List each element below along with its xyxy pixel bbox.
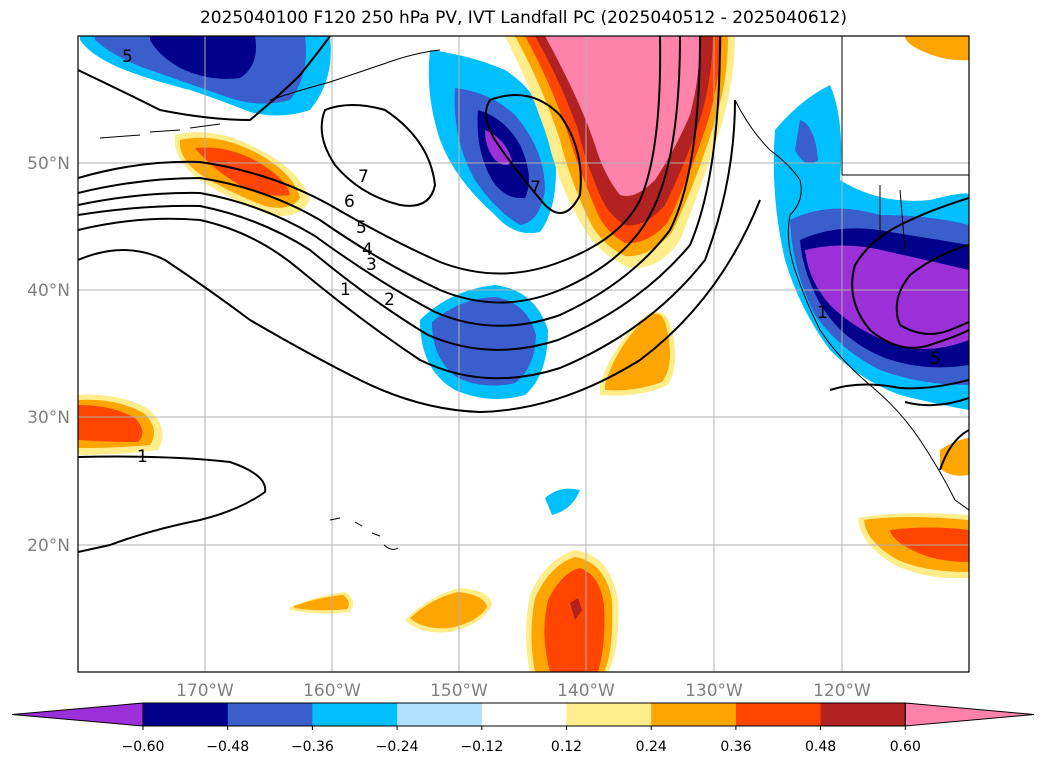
colorbar-tick-label: −0.48	[206, 739, 249, 755]
colorbar-segment	[820, 703, 906, 726]
colorbar-tick-label: −0.60	[122, 739, 165, 755]
colorbar-tick-label: 0.48	[805, 739, 836, 755]
colorbar-tick-label: 0.36	[720, 739, 751, 755]
colorbar-segment	[397, 703, 483, 726]
colorbar-segment	[566, 703, 652, 726]
colorbar-segment	[227, 703, 313, 726]
colorbar-tick-label: −0.12	[460, 739, 503, 755]
pv-contours	[78, 36, 969, 553]
colorbar-extend-low	[11, 702, 144, 727]
longitude-labels: 170°W 160°W 150°W 140°W 130°W 120°W	[176, 681, 871, 701]
lon-label: 130°W	[685, 681, 743, 701]
lat-label: 40°N	[27, 281, 70, 301]
colorbar-tick-label: 0.60	[890, 739, 921, 755]
contour-label: 1	[817, 303, 828, 323]
latitude-labels: 50°N 40°N 30°N 20°N	[27, 154, 70, 556]
lon-label: 170°W	[176, 681, 234, 701]
colorbar-segment	[143, 703, 229, 726]
contour-label: 3	[366, 255, 377, 275]
colorbar-extend-high	[904, 702, 1035, 727]
contour-label: 5	[930, 349, 941, 369]
lat-label: 50°N	[27, 154, 70, 174]
colorbar-tick-label: −0.24	[376, 739, 419, 755]
colorbar: −0.60 −0.48 −0.36 −0.24 −0.12 0.12 0.24 0.36 0.4…	[11, 702, 1035, 755]
contour-label: 6	[344, 192, 355, 212]
anomaly-region-south-positive	[290, 36, 969, 672]
lat-label: 30°N	[27, 408, 70, 428]
colorbar-tick-label: 0.24	[636, 739, 667, 755]
colorbar-tick-label: 0.12	[551, 739, 582, 755]
colorbar-tick-label: −0.36	[291, 739, 334, 755]
contour-label: 5	[356, 218, 367, 238]
lon-label: 150°W	[430, 681, 488, 701]
lat-label: 20°N	[27, 536, 70, 556]
contour-label: 7	[358, 167, 369, 187]
anomaly-region-aleutian-positive	[174, 132, 310, 216]
map-title: 2025040100 F120 250 hPa PV, IVT Landfall…	[199, 8, 847, 28]
map-frame	[77, 35, 970, 673]
lon-label: 160°W	[303, 681, 361, 701]
lon-label: 140°W	[557, 681, 615, 701]
contour-label: 4	[362, 240, 373, 260]
anomaly-region-alaska-positive	[505, 36, 735, 269]
contour-label: 1	[340, 280, 351, 300]
contour-label: 7	[530, 178, 541, 198]
anomaly-region-small-negative	[545, 488, 580, 515]
colorbar-segment	[651, 703, 737, 726]
colorbar-segment	[312, 703, 398, 726]
graticule	[78, 36, 969, 672]
anomaly-region-west-subtropical-positive	[78, 394, 163, 455]
colorbar-frame	[142, 702, 906, 727]
contour-label: 5	[122, 47, 133, 67]
contour-labels: 5 7 6 5 4 3 2 1 7 1 5 1	[122, 47, 941, 467]
contour-label: 1	[137, 447, 148, 467]
colorbar-segment	[735, 703, 822, 726]
colorbar-segment	[481, 703, 567, 726]
lon-label: 120°W	[813, 681, 871, 701]
map-panel	[78, 36, 969, 672]
coastlines	[99, 36, 969, 550]
contour-label: 2	[384, 290, 395, 310]
